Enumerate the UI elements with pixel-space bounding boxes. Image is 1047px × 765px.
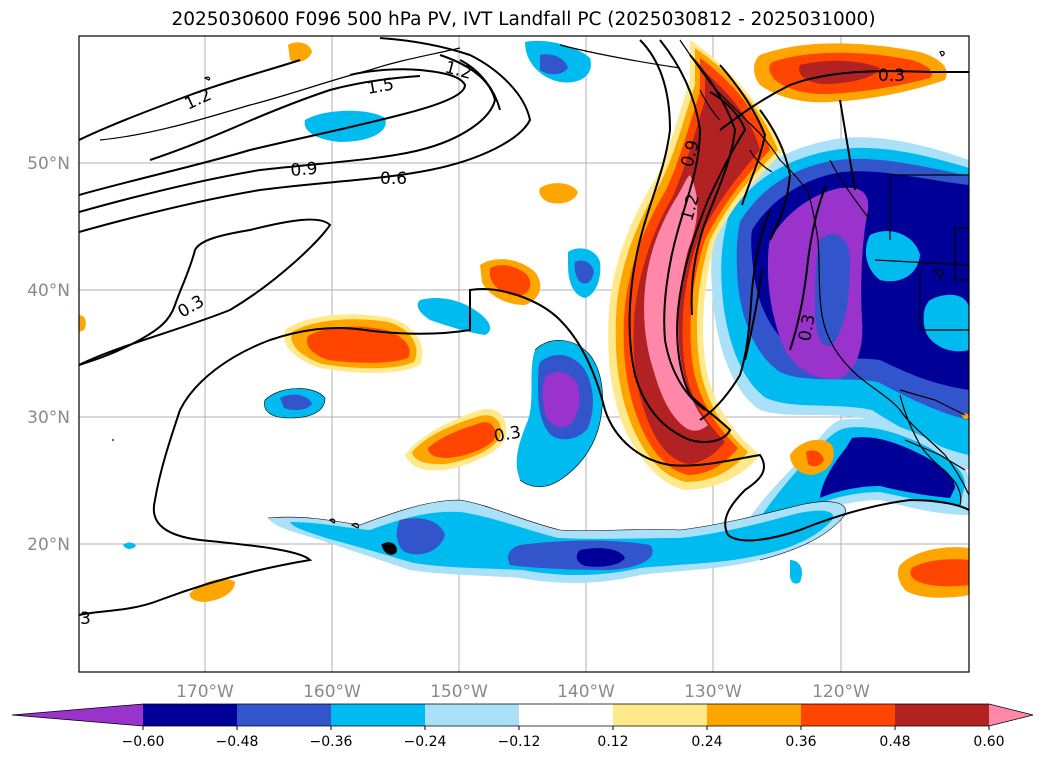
lat-label: 50°N: [27, 154, 70, 174]
colorbar-swatch: [143, 704, 238, 726]
colorbar-swatch: [519, 704, 614, 726]
colorbar-tick-label: −0.60: [122, 734, 165, 750]
colorbar-extend-low: [12, 704, 143, 726]
colorbar-swatch: [613, 704, 708, 726]
colorbar-tick-label: 0.24: [691, 734, 722, 750]
map-title: 2025030600 F096 500 hPa PV, IVT Landfall…: [171, 9, 876, 30]
lat-label: 30°N: [27, 408, 70, 428]
colorbar-swatch: [801, 704, 896, 726]
colorbar-swatch: [331, 704, 426, 726]
lon-label: 120°W: [812, 682, 870, 702]
lon-label: 130°W: [684, 682, 742, 702]
colorbar-swatch: [237, 704, 332, 726]
colorbar-tick-label: −0.24: [404, 734, 447, 750]
lat-label: 20°N: [27, 535, 70, 555]
lat-labels: 50°N 40°N 30°N 20°N: [27, 154, 70, 555]
contour-label: 0.9: [290, 159, 319, 181]
lon-label: 140°W: [557, 682, 615, 702]
colorbar-tick-label: 0.36: [785, 734, 816, 750]
colorbar-tick-label: −0.48: [216, 734, 259, 750]
coastlines: [99, 39, 969, 555]
contour-label: 0.3: [492, 423, 522, 447]
contour-label: 1.5: [365, 75, 395, 99]
colorbar-tick-label: 0.48: [879, 734, 910, 750]
map-frame: [78, 35, 970, 673]
map-canvas: 1.2 1.5 1.2 0.9 0.6 0.3 0.9 1.2 0.3 0.3 …: [79, 36, 969, 672]
colorbar-tick-label: −0.12: [498, 734, 541, 750]
colorbar-swatch: [425, 704, 520, 726]
contour-label: 3: [80, 609, 91, 629]
lon-label: 150°W: [430, 682, 488, 702]
colorbar-swatch: [707, 704, 802, 726]
colorbar: −0.60 −0.48 −0.36 −0.24 −0.12 0.12 0.24 0.36 0.4…: [11, 703, 1034, 750]
contour-label: 0.6: [380, 169, 407, 189]
contour-label: 0.3: [795, 313, 819, 343]
lat-label: 40°N: [27, 281, 70, 301]
colorbar-swatch: [895, 704, 990, 726]
colorbar-tick-label: 0.60: [973, 734, 1004, 750]
colorbar-tick-label: −0.36: [310, 734, 353, 750]
lon-labels: 170°W 160°W 150°W 140°W 130°W 120°W: [176, 682, 870, 702]
contour-label: 0.3: [878, 66, 905, 86]
colorbar-extend-high: [989, 704, 1033, 726]
ivt-contours: [79, 37, 969, 616]
negative-pv-blobs: [123, 40, 969, 584]
lon-label: 170°W: [176, 682, 234, 702]
positive-pv-blobs: [79, 40, 969, 602]
lon-label: 160°W: [303, 682, 361, 702]
colorbar-tick-label: 0.12: [597, 734, 628, 750]
